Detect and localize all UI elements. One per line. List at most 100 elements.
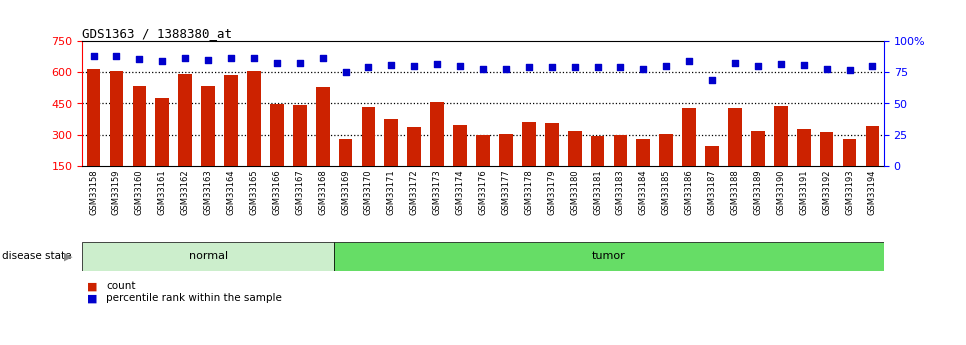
Bar: [866, 126, 879, 166]
Text: GSM33158: GSM33158: [89, 169, 99, 215]
Point: [865, 63, 880, 69]
Text: GSM33193: GSM33193: [845, 169, 854, 215]
Text: GSM33192: GSM33192: [822, 169, 831, 215]
Point: [590, 65, 606, 70]
Point: [270, 60, 285, 65]
Point: [384, 62, 399, 68]
Text: GSM33167: GSM33167: [296, 169, 304, 215]
Bar: [682, 108, 696, 166]
Text: GSM33187: GSM33187: [707, 169, 717, 215]
Bar: [82, 241, 334, 271]
Bar: [109, 71, 124, 166]
Bar: [156, 98, 169, 166]
Point: [292, 60, 307, 65]
Text: GSM33186: GSM33186: [685, 169, 694, 215]
Point: [612, 65, 628, 70]
Text: GSM33162: GSM33162: [181, 169, 189, 215]
Bar: [728, 108, 742, 166]
Text: GSM33160: GSM33160: [135, 169, 144, 215]
Bar: [293, 105, 306, 166]
Text: GSM33169: GSM33169: [341, 169, 350, 215]
Point: [636, 66, 651, 71]
Text: GSM33180: GSM33180: [570, 169, 580, 215]
Bar: [797, 129, 810, 166]
Bar: [660, 134, 673, 166]
Point: [155, 59, 170, 64]
Text: GSM33172: GSM33172: [410, 169, 419, 215]
Point: [338, 70, 354, 75]
Point: [407, 63, 422, 69]
Text: GSM33194: GSM33194: [867, 169, 877, 215]
Point: [315, 55, 330, 60]
Bar: [453, 125, 467, 166]
Text: GSM33168: GSM33168: [318, 169, 327, 215]
Text: GSM33165: GSM33165: [249, 169, 259, 215]
Point: [360, 65, 376, 70]
Bar: [132, 86, 146, 166]
Text: GSM33188: GSM33188: [730, 169, 740, 215]
Bar: [476, 135, 490, 166]
Text: GSM33177: GSM33177: [501, 169, 510, 215]
Text: GSM33183: GSM33183: [616, 169, 625, 215]
Point: [659, 63, 674, 69]
Bar: [705, 146, 719, 166]
Point: [751, 63, 766, 69]
Text: GSM33185: GSM33185: [662, 169, 670, 215]
Text: GSM33171: GSM33171: [386, 169, 396, 215]
Bar: [270, 104, 284, 166]
Text: ▶: ▶: [64, 251, 72, 261]
Text: GSM33174: GSM33174: [456, 169, 465, 215]
Bar: [384, 119, 398, 166]
Text: count: count: [106, 282, 136, 291]
Bar: [613, 135, 627, 166]
Bar: [590, 136, 605, 166]
Bar: [247, 71, 261, 166]
Point: [773, 61, 788, 67]
Point: [498, 66, 514, 71]
Point: [796, 62, 811, 68]
Bar: [179, 74, 192, 166]
Bar: [334, 241, 884, 271]
Point: [131, 56, 147, 61]
Bar: [361, 107, 376, 166]
Bar: [751, 131, 765, 166]
Bar: [87, 69, 100, 166]
Text: GSM33184: GSM33184: [639, 169, 648, 215]
Text: GSM33163: GSM33163: [204, 169, 213, 215]
Text: GSM33181: GSM33181: [593, 169, 602, 215]
Bar: [430, 102, 444, 166]
Point: [200, 57, 215, 63]
Point: [86, 53, 101, 59]
Point: [567, 65, 582, 70]
Point: [521, 65, 536, 70]
Text: GSM33173: GSM33173: [433, 169, 441, 215]
Point: [727, 60, 743, 65]
Point: [681, 59, 696, 64]
Text: GSM33170: GSM33170: [364, 169, 373, 215]
Text: ■: ■: [87, 294, 98, 303]
Text: percentile rank within the sample: percentile rank within the sample: [106, 294, 282, 303]
Text: GSM33176: GSM33176: [478, 169, 488, 215]
Bar: [774, 106, 787, 166]
Bar: [316, 87, 329, 166]
Text: ■: ■: [87, 282, 98, 291]
Point: [841, 67, 857, 73]
Text: normal: normal: [188, 251, 228, 261]
Bar: [568, 131, 582, 166]
Text: GSM33159: GSM33159: [112, 169, 121, 215]
Bar: [522, 122, 536, 166]
Bar: [224, 75, 238, 166]
Text: disease state: disease state: [2, 251, 71, 261]
Text: GSM33191: GSM33191: [799, 169, 809, 215]
Bar: [339, 139, 353, 166]
Point: [704, 77, 720, 83]
Text: GSM33178: GSM33178: [525, 169, 533, 215]
Bar: [842, 139, 857, 166]
Bar: [499, 134, 513, 166]
Text: GSM33179: GSM33179: [547, 169, 556, 215]
Bar: [637, 139, 650, 166]
Point: [178, 55, 193, 60]
Point: [452, 63, 468, 69]
Text: tumor: tumor: [592, 251, 626, 261]
Point: [246, 55, 262, 60]
